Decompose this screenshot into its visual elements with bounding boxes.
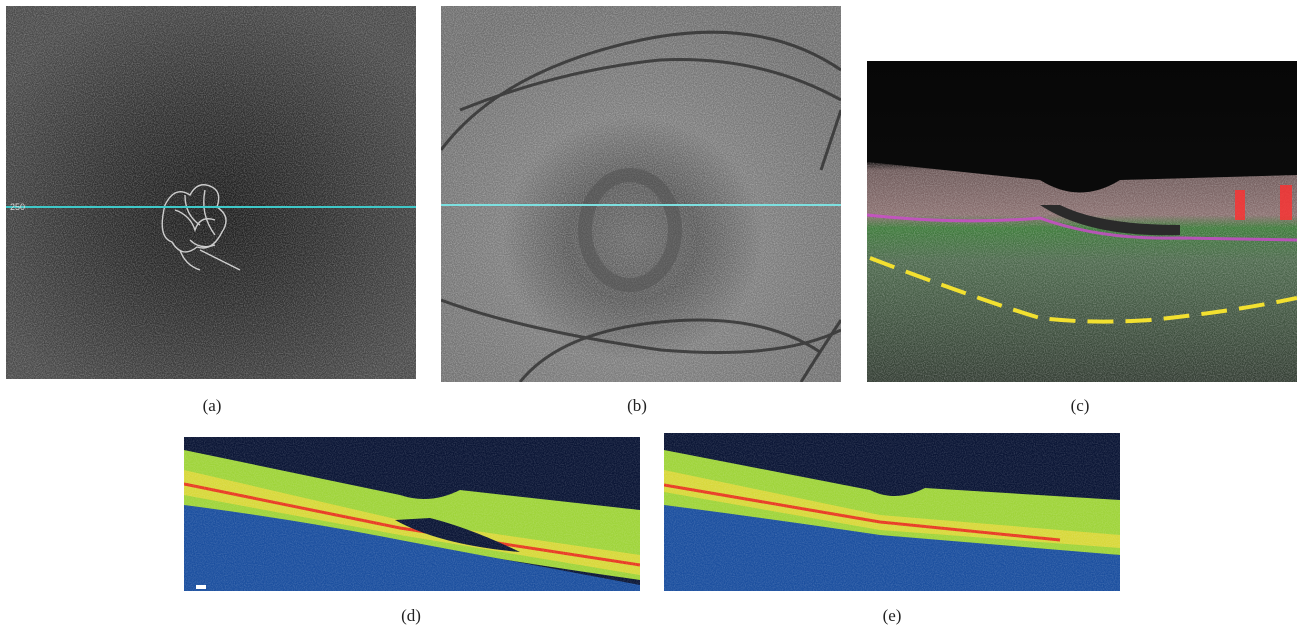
annotation: 250: [10, 202, 25, 212]
panel-a-image: [6, 6, 416, 379]
panel-label: (c): [1071, 396, 1090, 415]
panel-c-image: [867, 61, 1297, 382]
panel-e-image: [664, 433, 1120, 591]
panel-label: (b): [627, 396, 647, 415]
panel-b-image: [441, 6, 841, 382]
panel-label: (d): [401, 606, 421, 625]
panel-d-image: [184, 437, 640, 591]
panel-label: (a): [203, 396, 222, 415]
panel-label: (e): [883, 606, 902, 625]
